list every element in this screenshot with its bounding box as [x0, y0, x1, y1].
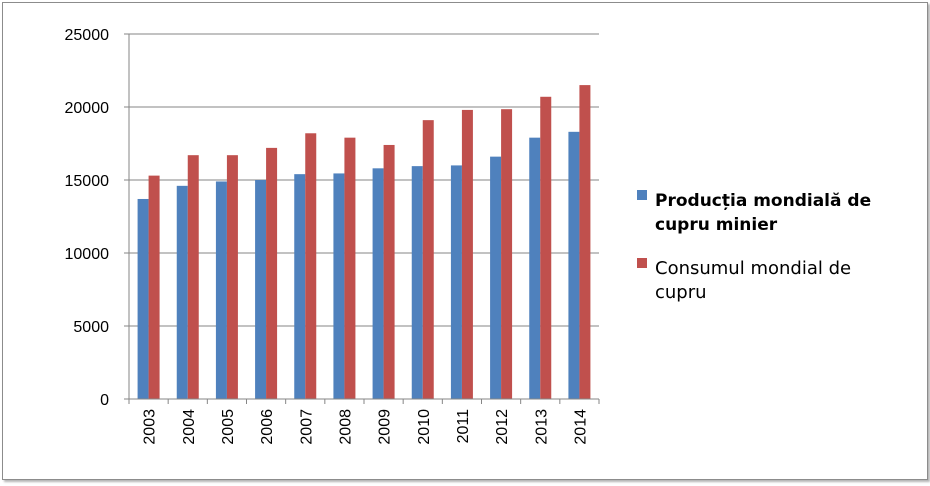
- bar-productie-2003: [137, 198, 149, 399]
- bar-consum-2013: [540, 96, 552, 399]
- bar-productie-2008: [333, 173, 345, 399]
- bar-productie-2004: [176, 185, 188, 399]
- x-tick-label: 2007: [298, 409, 315, 445]
- legend: Producția mondială de cupru minier Consumu…: [637, 190, 871, 303]
- x-tick-label: 2010: [416, 409, 433, 445]
- y-tick-label: 20000: [65, 100, 110, 117]
- bar-consum-2003: [148, 175, 160, 399]
- bar-productie-2005: [215, 181, 227, 399]
- legend-label: Producția mondială de: [655, 191, 871, 211]
- bar-consum-2005: [226, 155, 238, 399]
- bar-productie-2009: [372, 168, 384, 399]
- bar-consum-2006: [266, 147, 278, 399]
- legend-label: cupru minier: [655, 215, 778, 235]
- gridlines: [129, 33, 599, 327]
- legend-label: cupru: [655, 282, 707, 303]
- axes: 0 5000 10000 15000 20000 25000 2003 2004 2005 200…: [65, 27, 600, 445]
- bar-consum-2014: [579, 85, 591, 399]
- bar-consum-2010: [422, 120, 434, 399]
- x-tick-label: 2013: [533, 409, 550, 445]
- bar-consum-2004: [187, 155, 199, 399]
- x-tick-label: 2009: [377, 409, 394, 445]
- x-tick-label: 2003: [142, 409, 159, 445]
- x-tick-label: 2004: [181, 409, 198, 445]
- y-tick-label: 25000: [65, 27, 110, 44]
- bar-productie-2011: [450, 165, 462, 399]
- bar-productie-2010: [411, 166, 423, 399]
- x-tick-label: 2006: [259, 409, 276, 445]
- x-tick-label: 2012: [494, 409, 511, 445]
- x-tick-label: 2011: [455, 409, 472, 444]
- bar-productie-2014: [568, 131, 580, 399]
- bar-productie-2007: [294, 174, 306, 399]
- bar-productie-2006: [255, 180, 267, 399]
- legend-swatch: [637, 258, 647, 268]
- bar-consum-2009: [383, 144, 395, 399]
- y-tick-label: 10000: [65, 246, 110, 263]
- x-tick-label: 2008: [337, 409, 354, 445]
- bar-chart: 0 5000 10000 15000 20000 25000 2003 2004 2005 200…: [65, 27, 872, 445]
- bar-consum-2012: [501, 109, 513, 399]
- bar-productie-2013: [529, 137, 541, 399]
- legend-label: Consumul mondial de: [655, 258, 851, 279]
- x-tick-label: 2005: [220, 409, 237, 445]
- bars: [137, 85, 591, 400]
- legend-swatch: [637, 190, 647, 200]
- bar-consum-2011: [461, 109, 473, 400]
- chart-frame: 0 5000 10000 15000 20000 25000 2003 2004 2005 200…: [2, 2, 928, 480]
- bar-consum-2008: [344, 137, 356, 399]
- y-tick-label: 15000: [65, 173, 110, 190]
- y-tick-label: 5000: [73, 319, 109, 336]
- bar-productie-2012: [490, 156, 502, 399]
- y-tick-label: 0: [100, 392, 109, 409]
- bar-consum-2007: [305, 133, 317, 399]
- x-tick-label: 2014: [572, 409, 589, 445]
